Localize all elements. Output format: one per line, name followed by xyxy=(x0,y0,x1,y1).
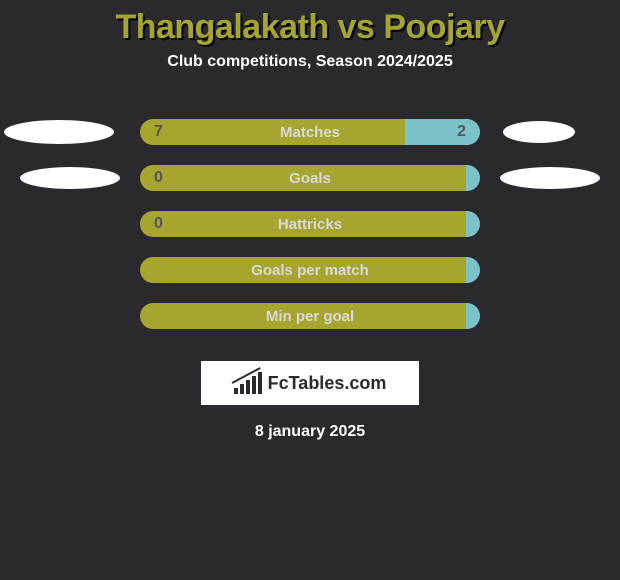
bar-track: Min per goal xyxy=(140,303,480,329)
right-value: 2 xyxy=(457,123,466,141)
comparison-row: Min per goal xyxy=(0,293,620,339)
left-value: 7 xyxy=(154,123,163,141)
bar-track: 72Matches xyxy=(140,119,480,145)
bar-right-segment xyxy=(466,303,480,329)
bar-track: 0Hattricks xyxy=(140,211,480,237)
player-left-ellipse xyxy=(4,120,114,144)
bar-track: 0Goals xyxy=(140,165,480,191)
bar-right-segment: 2 xyxy=(405,119,480,145)
bar-right-segment xyxy=(466,165,480,191)
comparison-row: 0Hattricks xyxy=(0,201,620,247)
bar-left-segment xyxy=(140,257,466,283)
logo-text: FcTables.com xyxy=(268,373,387,394)
bar-left-segment xyxy=(140,303,466,329)
footer-logo: FcTables.com xyxy=(201,361,419,405)
bar-right-segment xyxy=(466,211,480,237)
player-left-ellipse xyxy=(20,167,120,189)
comparison-row: Goals per match xyxy=(0,247,620,293)
left-value: 0 xyxy=(154,169,163,187)
bar-left-segment: 0 xyxy=(140,211,466,237)
player-right-ellipse xyxy=(503,121,575,143)
comparison-row: 72Matches xyxy=(0,109,620,155)
page-title: Thangalakath vs Poojary xyxy=(0,0,620,47)
comparison-row: 0Goals xyxy=(0,155,620,201)
barchart-icon xyxy=(234,372,262,394)
bar-left-segment: 7 xyxy=(140,119,405,145)
infographic-container: Thangalakath vs Poojary Club competition… xyxy=(0,0,620,441)
player-right-ellipse xyxy=(500,167,600,189)
subtitle: Club competitions, Season 2024/2025 xyxy=(0,53,620,71)
bar-left-segment: 0 xyxy=(140,165,466,191)
date-text: 8 january 2025 xyxy=(0,423,620,441)
bar-track: Goals per match xyxy=(140,257,480,283)
left-value: 0 xyxy=(154,215,163,233)
bar-right-segment xyxy=(466,257,480,283)
comparison-rows: 72Matches0Goals0HattricksGoals per match… xyxy=(0,109,620,339)
